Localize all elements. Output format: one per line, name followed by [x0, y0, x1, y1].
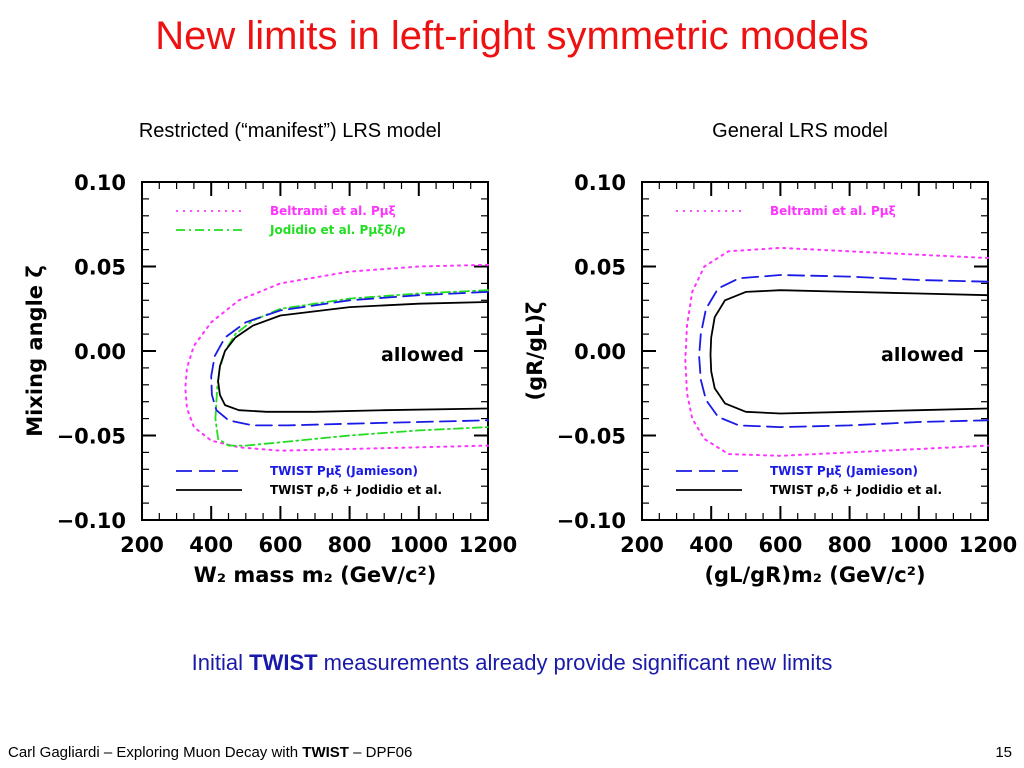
legend-label: Jodidio et al. Pμξδ/ρ: [269, 223, 406, 237]
legend-label: Beltrami et al. Pμξ: [270, 204, 396, 218]
x-tick-label: 800: [328, 533, 372, 557]
y-axis-label: Mixing angle ζ: [23, 265, 47, 436]
x-tick-label: 200: [620, 533, 664, 557]
footer: Carl Gagliardi – Exploring Muon Decay wi…: [8, 744, 412, 761]
x-axis-label: W₂ mass m₂ (GeV/c²): [194, 563, 437, 587]
y-tick-label: 0.05: [574, 256, 626, 280]
legend-label: TWIST ρ,δ + Jodidio et al.: [270, 483, 442, 497]
series-line: [214, 289, 489, 447]
x-tick-label: 800: [828, 533, 872, 557]
conclusion-text: Initial TWIST measurements already provi…: [0, 650, 1024, 676]
x-tick-label: 200: [120, 533, 164, 557]
y-tick-label: −0.05: [57, 425, 126, 449]
conclusion-post: measurements already provide significant…: [317, 650, 833, 675]
series-line: [698, 274, 989, 428]
y-tick-label: 0.10: [574, 171, 626, 195]
slide-title: New limits in left-right symmetric model…: [155, 14, 869, 58]
y-tick-label: 0.00: [74, 340, 126, 364]
footer-pre: Carl Gagliardi – Exploring Muon Decay wi…: [8, 744, 303, 761]
legend-label: TWIST Pμξ (Jamieson): [770, 464, 918, 478]
y-tick-label: −0.10: [557, 509, 626, 533]
x-tick-label: 1200: [959, 533, 1017, 557]
series-line: [709, 289, 989, 415]
x-axis-label: (gL/gR)m₂ (GeV/c²): [704, 563, 925, 587]
allowed-label: allowed: [381, 344, 464, 366]
x-tick-label: 1200: [459, 533, 517, 557]
subtitle-right: General LRS model: [712, 120, 888, 142]
conclusion-bold: TWIST: [249, 650, 318, 675]
conclusion-pre: Initial: [191, 650, 250, 675]
subtitle-left: Restricted (“manifest”) LRS model: [138, 120, 442, 142]
page-number: 15: [995, 744, 1012, 761]
series-line: [217, 301, 489, 413]
x-tick-label: 1000: [890, 533, 948, 557]
allowed-label: allowed: [881, 344, 964, 366]
y-tick-label: 0.00: [574, 340, 626, 364]
y-axis-label: (gR/gL)ζ: [523, 302, 547, 401]
y-tick-label: −0.05: [557, 425, 626, 449]
y-tick-label: 0.05: [74, 256, 126, 280]
legend-label: TWIST ρ,δ + Jodidio et al.: [770, 483, 942, 497]
series-line: [184, 263, 489, 452]
x-tick-label: 1000: [390, 533, 448, 557]
legend-label: Beltrami et al. Pμξ: [770, 204, 896, 218]
x-tick-label: 600: [258, 533, 302, 557]
footer-bold: TWIST: [302, 744, 349, 761]
y-tick-label: −0.10: [57, 509, 126, 533]
x-tick-label: 600: [758, 533, 802, 557]
x-tick-label: 400: [689, 533, 733, 557]
series-line: [210, 291, 489, 427]
x-tick-label: 400: [189, 533, 233, 557]
y-tick-label: 0.10: [74, 171, 126, 195]
legend-label: TWIST Pμξ (Jamieson): [270, 464, 418, 478]
footer-post: – DPF06: [348, 744, 413, 761]
series-line: [684, 246, 989, 457]
